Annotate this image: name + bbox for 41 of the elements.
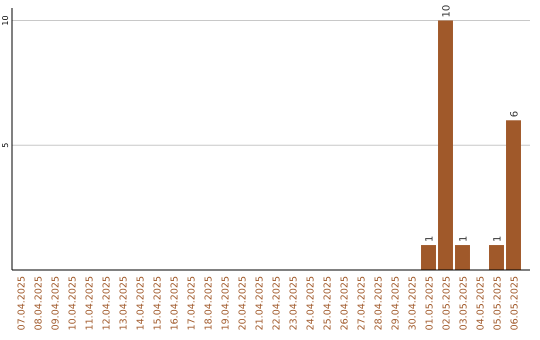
x-tick-label: 16.04.2025	[170, 276, 180, 330]
x-tick-label: 18.04.2025	[204, 276, 214, 330]
x-tick-label: 14.04.2025	[136, 276, 146, 330]
x-tick-label: 05.05.2025	[492, 276, 504, 330]
x-tick-label: 08.04.2025	[34, 276, 44, 330]
bar	[506, 120, 521, 270]
x-tick-label: 01.05.2025	[424, 276, 436, 330]
x-tick-label: 03.05.2025	[458, 276, 470, 330]
data-label: 1	[458, 236, 470, 242]
x-tick-label: 12.04.2025	[102, 276, 112, 330]
bar	[438, 20, 453, 270]
bar	[421, 245, 436, 270]
x-tick-label: 21.04.2025	[254, 276, 266, 330]
y-tick-label: 5	[1, 142, 10, 148]
x-tick-label: 13.04.2025	[118, 276, 130, 330]
x-tick-label: 25.04.2025	[322, 276, 334, 330]
x-tick-label: 30.04.2025	[408, 276, 418, 330]
x-tick-label: 19.04.2025	[220, 276, 232, 330]
x-tick-label: 22.04.2025	[272, 276, 282, 330]
x-tick-label: 11.04.2025	[84, 276, 96, 330]
x-tick-label: 04.05.2025	[476, 276, 486, 330]
data-label: 1	[424, 236, 436, 242]
x-tick-label: 28.04.2025	[374, 276, 384, 330]
x-tick-label: 20.04.2025	[238, 276, 248, 330]
data-label: 6	[510, 110, 520, 118]
x-tick-label: 17.04.2025	[186, 276, 198, 330]
bar	[455, 245, 470, 270]
x-tick-label: 24.04.2025	[306, 276, 316, 330]
x-tick-label: 23.04.2025	[288, 276, 300, 330]
x-tick-label: 26.04.2025	[340, 276, 350, 330]
x-tick-label: 29.04.2025	[390, 276, 402, 330]
data-label: 10	[442, 4, 452, 18]
x-tick-label: 07.04.2025	[16, 276, 28, 330]
x-tick-label: 27.04.2025	[356, 276, 368, 330]
bar	[489, 245, 504, 270]
x-tick-label: 02.05.2025	[442, 276, 452, 330]
data-label: 1	[492, 236, 504, 242]
x-tick-label: 09.04.2025	[50, 276, 62, 330]
x-tick-label: 10.04.2025	[68, 276, 78, 330]
x-tick-label: 06.05.2025	[510, 276, 520, 330]
x-tick-label: 15.04.2025	[152, 276, 164, 330]
